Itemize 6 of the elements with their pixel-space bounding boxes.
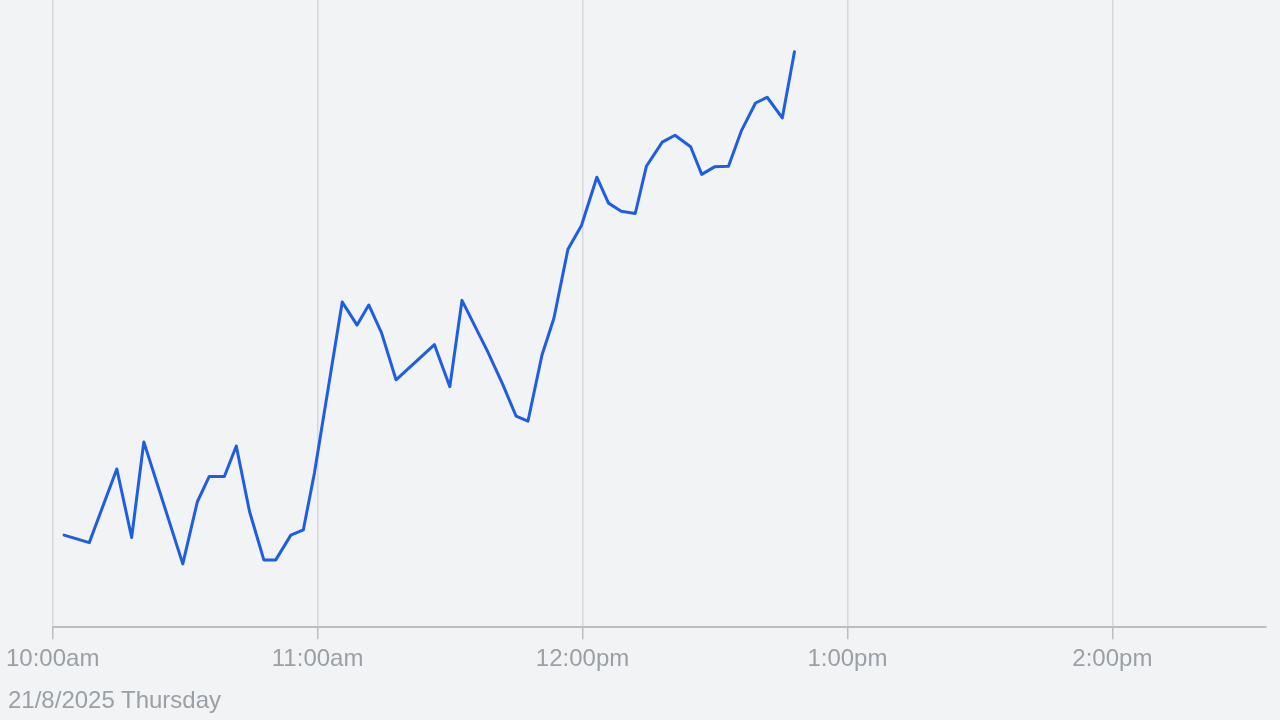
x-tick-label: 12:00pm	[535, 644, 630, 672]
text: 21/8/2025 Thursday	[8, 686, 222, 713]
x-tick-label: 10:00am	[6, 644, 100, 672]
x-tick-label: 11:00am	[271, 644, 364, 672]
x-tick-label: 1:00pm	[807, 644, 888, 672]
x-tick-label: 2:00pm	[1072, 644, 1153, 672]
